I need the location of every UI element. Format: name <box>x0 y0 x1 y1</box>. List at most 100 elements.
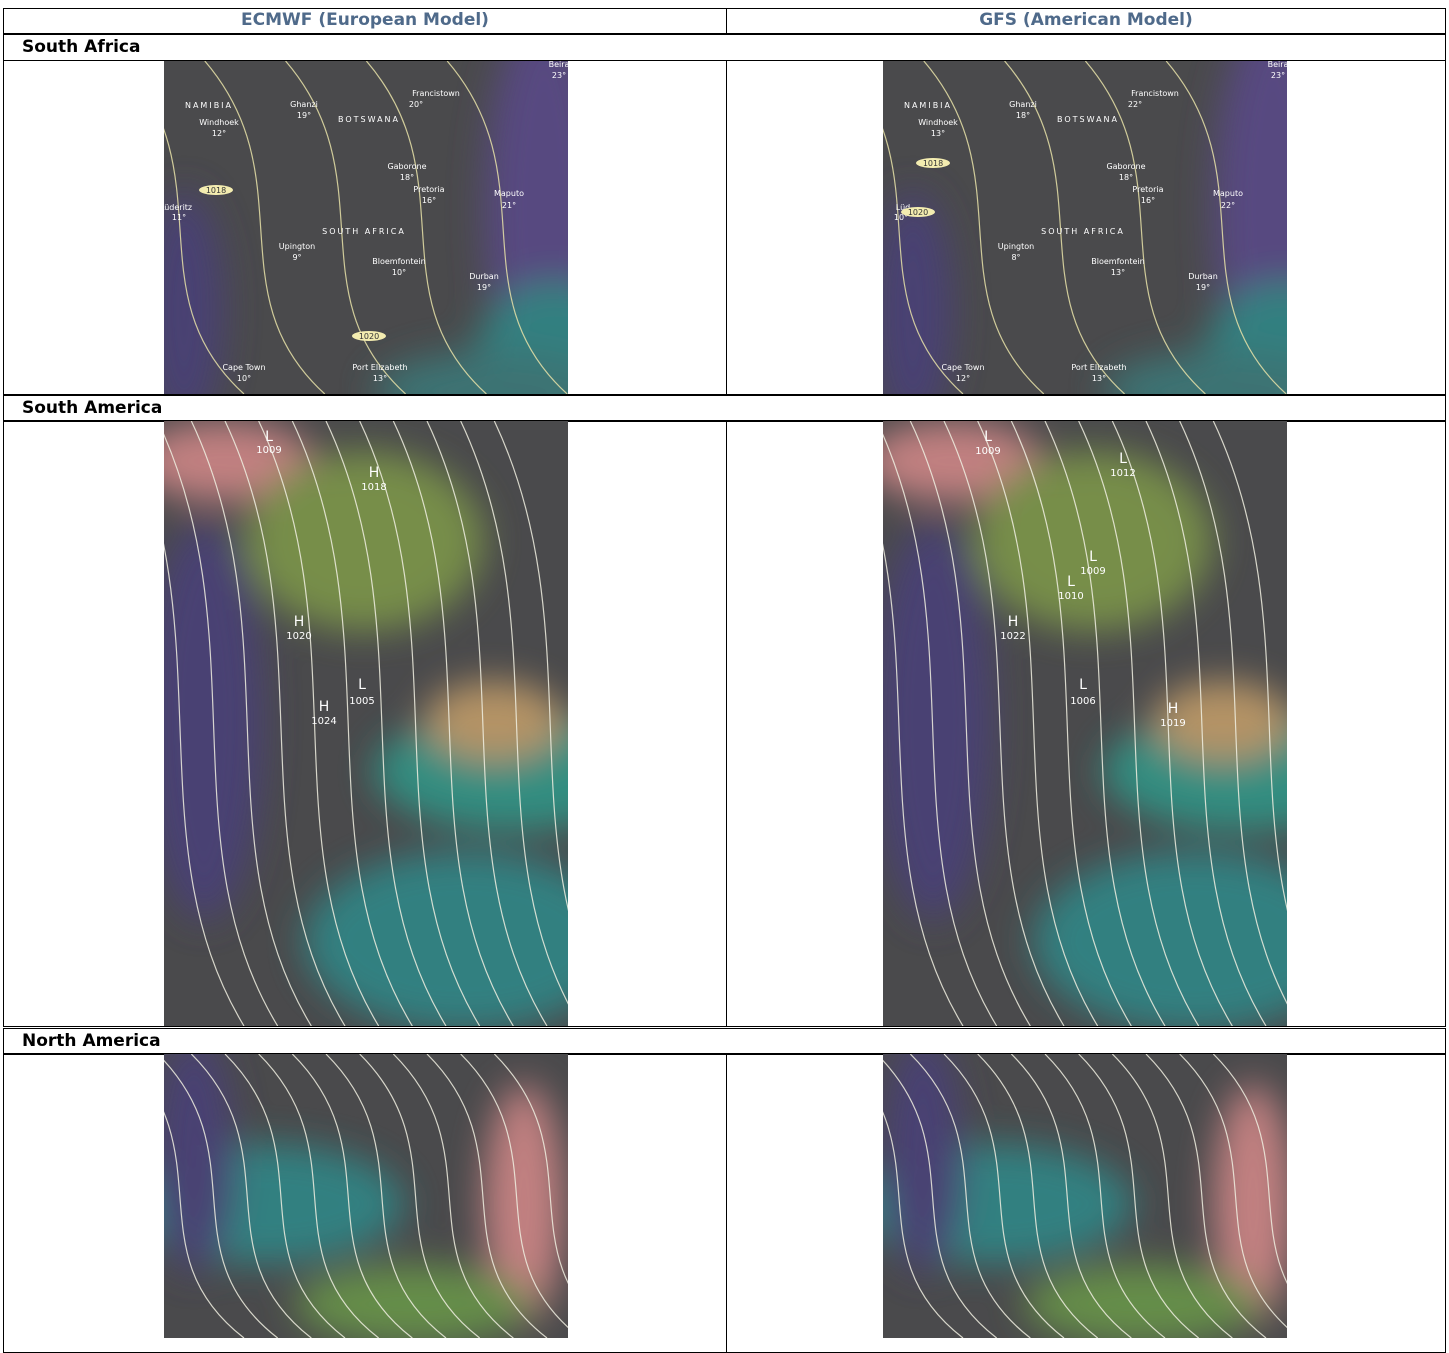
map-label: 10° <box>237 374 251 383</box>
precip-area <box>883 191 953 394</box>
map-label: 21° <box>502 201 516 210</box>
map-label: 12° <box>956 374 970 383</box>
isobar <box>883 1059 998 1338</box>
map-label: 23° <box>1271 71 1285 80</box>
isobar <box>460 1054 568 1328</box>
precip-area <box>304 851 568 1026</box>
isobar <box>1084 61 1206 394</box>
map-label: 19° <box>477 283 491 292</box>
isobar <box>493 1054 568 1284</box>
isobar <box>392 1054 514 1338</box>
pressure-label: L <box>358 677 366 693</box>
pressure-label: H <box>369 465 380 481</box>
map-label: Maputo <box>494 189 524 198</box>
isobar <box>1010 1054 1132 1338</box>
precip-layer <box>883 61 1287 394</box>
map-label: 16° <box>422 196 436 205</box>
precip-area <box>244 451 484 631</box>
map-label: Port Elizabeth <box>1071 363 1126 372</box>
pressure-label: H <box>1008 614 1019 630</box>
map-label: Durban <box>469 272 499 281</box>
isobar <box>1111 1054 1233 1338</box>
map-label: SOUTH AFRICA <box>322 227 406 236</box>
isobar <box>1179 1054 1287 1328</box>
isobar <box>943 421 1065 1026</box>
pressure-label: H <box>319 699 330 715</box>
isobar <box>164 433 279 1026</box>
isobar <box>426 421 548 1026</box>
map-label: 1018 <box>206 186 226 195</box>
map-label: 1020 <box>359 332 379 341</box>
isobar <box>1044 1054 1166 1338</box>
map-label: NAMIBIA <box>904 101 952 110</box>
map-label: Beira <box>1268 61 1287 69</box>
isobar <box>909 1054 1031 1338</box>
region-row: South Africa <box>3 34 1446 61</box>
map-label: BOTSWANA <box>1057 115 1119 124</box>
isobar <box>426 1054 548 1338</box>
isobar <box>1078 421 1200 1026</box>
isobar <box>285 61 407 394</box>
map-label: Lüderitz <box>164 203 192 212</box>
map-cell <box>726 60 1446 395</box>
isobar <box>883 433 998 1026</box>
isobar <box>883 543 964 1026</box>
isobar <box>1010 421 1132 1026</box>
isobar <box>923 61 1045 394</box>
isobar-label-bg <box>916 158 950 168</box>
isobar <box>164 1059 279 1338</box>
isobar-label-bg <box>199 185 233 195</box>
map-label: 16° <box>1141 196 1155 205</box>
pressure-label: 1018 <box>361 482 386 493</box>
map-label: Ghanzi <box>1009 100 1037 109</box>
pressure-label: 1019 <box>1160 718 1185 729</box>
precip-area <box>1153 681 1287 761</box>
isobar <box>977 1054 1099 1338</box>
column-header: GFS (American Model) <box>726 8 1446 34</box>
precip-area <box>883 421 1043 501</box>
pressure-label: H <box>1168 701 1179 717</box>
isobar <box>1078 1054 1200 1338</box>
isobar <box>224 421 346 1026</box>
pressure-label: L <box>1089 549 1097 565</box>
map-label: 1020 <box>908 208 928 217</box>
forecast-map: Beira 23° NAMIBIA Windhoek 12° Ghanzi 19° BOTSW… <box>164 61 568 394</box>
region-row: South America <box>3 395 1446 422</box>
isobar <box>446 61 568 394</box>
map-label: Gaborone <box>1106 162 1145 171</box>
map-label: Windhoek <box>199 118 239 127</box>
isobar <box>909 421 1031 1026</box>
isobar <box>493 421 568 911</box>
region-row: North America <box>3 1028 1446 1055</box>
pressure-label: 1009 <box>1080 566 1105 577</box>
pressure-label: 1005 <box>349 696 374 707</box>
map-label: Durban <box>1188 272 1218 281</box>
map-label: BOTSWANA <box>338 115 400 124</box>
pressure-label: 1006 <box>1070 696 1095 707</box>
isobar <box>977 421 1099 1026</box>
isobar <box>1212 421 1287 911</box>
forecast-map <box>883 1054 1287 1338</box>
precip-area <box>1213 1084 1287 1324</box>
pressure-label: L <box>1119 451 1127 467</box>
map-label: 18° <box>1016 111 1030 120</box>
precip-layer <box>164 61 568 394</box>
isobar <box>258 421 380 1026</box>
isobar <box>291 421 413 1026</box>
isobar <box>325 421 447 1026</box>
map-label: 13° <box>931 129 945 138</box>
isobar-label-bg <box>352 331 386 341</box>
isobar <box>1044 421 1166 1026</box>
map-label: Gaborone <box>387 162 426 171</box>
map-label: 10° <box>894 213 908 222</box>
isobar-label-bg <box>901 207 935 217</box>
isobar <box>1145 421 1267 1026</box>
isobar <box>164 1111 245 1338</box>
pressure-label: 1024 <box>311 716 336 727</box>
isobar <box>943 1054 1065 1338</box>
isobar <box>1111 421 1233 1026</box>
map-label: Lüd <box>896 203 910 212</box>
precip-area <box>1023 1264 1263 1338</box>
map-label: Ghanzi <box>290 100 318 109</box>
